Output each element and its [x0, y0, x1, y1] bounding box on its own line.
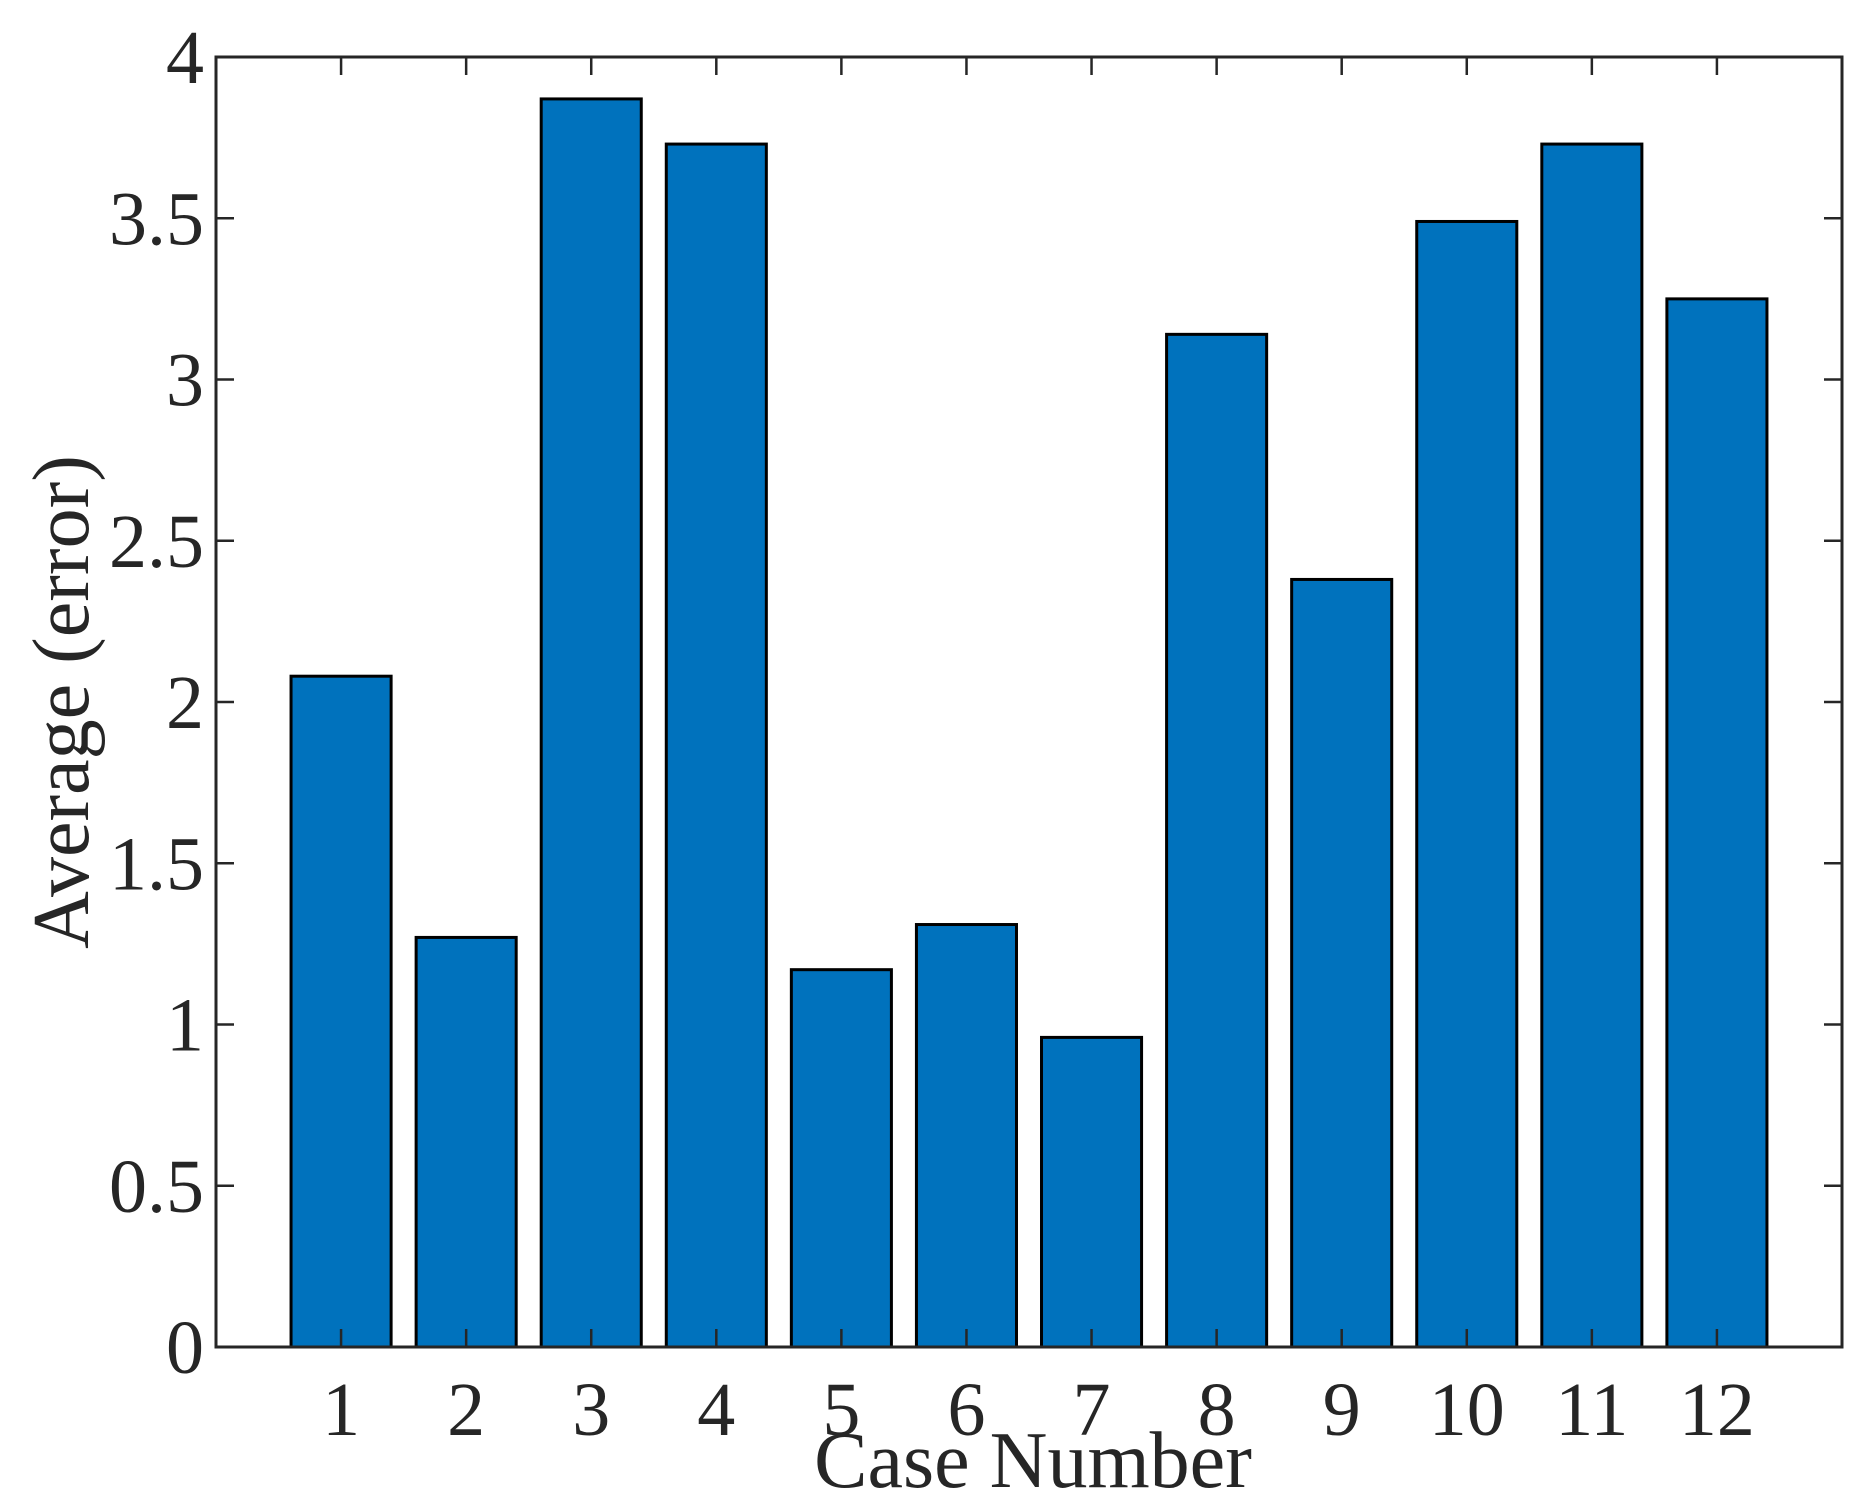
bar-case-9 — [1290, 577, 1394, 1349]
y-tick-label: 2.5 — [109, 500, 204, 584]
y-tick-label: 3 — [166, 339, 204, 423]
y-tick-label: 4 — [166, 16, 204, 100]
y-tick-label: 0 — [166, 1306, 204, 1390]
x-tick-label: 4 — [697, 1368, 735, 1452]
x-tick-label: 6 — [947, 1368, 985, 1452]
x-tick-label: 1 — [322, 1368, 360, 1452]
bar-case-4 — [664, 142, 768, 1349]
bar-case-10 — [1415, 219, 1519, 1349]
y-axis: 0 0.5 1 1.5 2 2.5 3 3.5 4 — [109, 16, 1842, 1390]
bars-group — [289, 97, 1769, 1349]
bar-case-11 — [1540, 142, 1644, 1349]
bar-case-5 — [789, 968, 893, 1349]
x-tick-label: 10 — [1429, 1368, 1505, 1452]
x-tick-label: 9 — [1323, 1368, 1361, 1452]
bar-case-1 — [289, 674, 393, 1349]
bar-case-12 — [1665, 297, 1769, 1349]
bar-case-3 — [539, 97, 643, 1349]
x-tick-label: 5 — [822, 1368, 860, 1452]
y-tick-label: 3.5 — [109, 177, 204, 261]
y-tick-label: 1 — [166, 984, 204, 1068]
x-tick-label: 7 — [1073, 1368, 1111, 1452]
x-tick-label: 2 — [447, 1368, 485, 1452]
x-axis: 1 2 3 4 5 6 7 8 9 10 11 12 — [322, 57, 1755, 1452]
x-tick-label: 8 — [1198, 1368, 1236, 1452]
x-tick-label: 11 — [1555, 1368, 1628, 1452]
x-tick-label: 3 — [572, 1368, 610, 1452]
bar-case-8 — [1165, 332, 1269, 1349]
y-tick-label: 1.5 — [109, 822, 204, 906]
bar-case-7 — [1040, 1035, 1144, 1349]
y-tick-label: 0.5 — [109, 1145, 204, 1229]
y-tick-label: 2 — [166, 661, 204, 745]
x-axis-label: Case Number — [814, 1417, 1252, 1505]
bar-case-6 — [914, 923, 1018, 1349]
y-axis-label: Average (error) — [18, 455, 106, 949]
x-tick-label: 12 — [1679, 1368, 1755, 1452]
bar-case-2 — [414, 935, 518, 1349]
